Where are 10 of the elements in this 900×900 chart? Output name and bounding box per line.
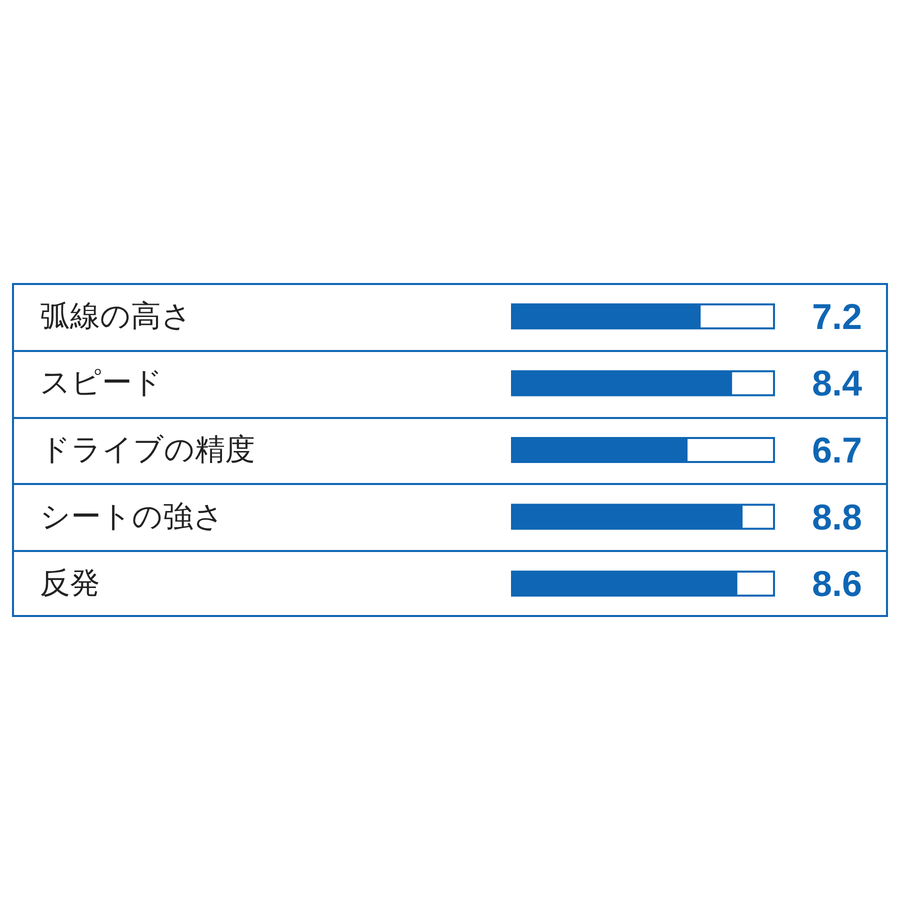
y-tick-label: ドライブの精度 <box>40 432 255 468</box>
y-tick-label: 反発 <box>40 566 100 602</box>
data-label: 8.6 <box>812 563 862 604</box>
data-label: 7.2 <box>812 296 862 337</box>
data-label: 8.8 <box>812 496 862 538</box>
data-label: 6.7 <box>812 430 862 470</box>
y-tick-label: スピード <box>40 366 163 401</box>
data-label: 8.4 <box>812 362 862 404</box>
y-tick-label: 弧線の高さ <box>40 298 192 334</box>
y-tick-label: シートの強さ <box>40 499 224 534</box>
